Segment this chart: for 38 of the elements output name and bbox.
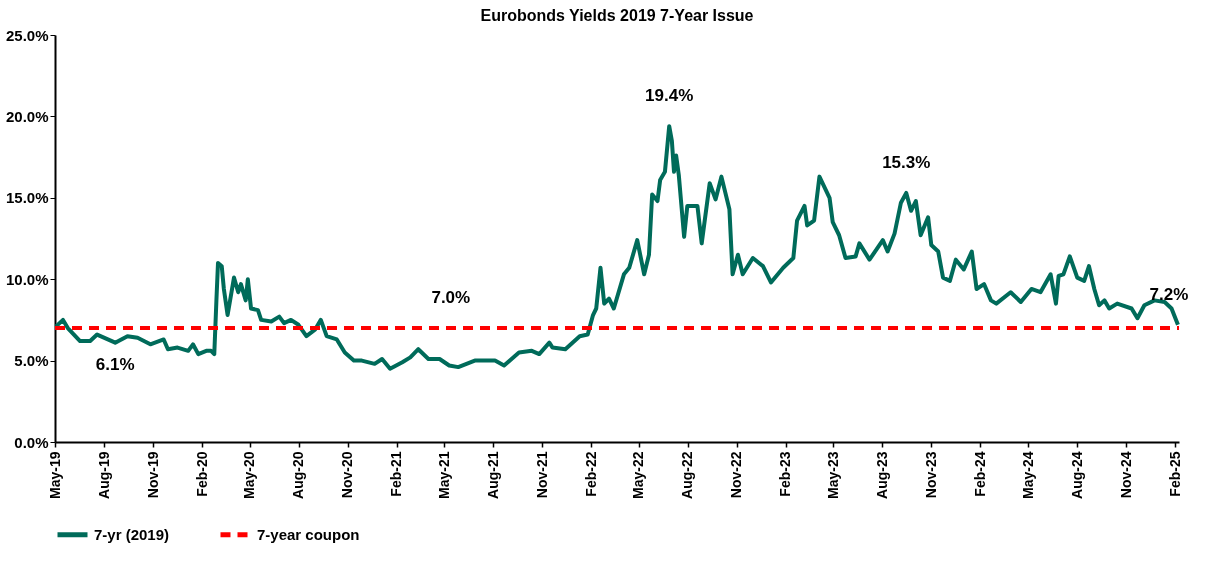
- x-tick-label: Aug-21: [484, 451, 501, 499]
- annotation: 6.1%: [95, 354, 135, 374]
- x-tick-label: Nov-20: [339, 451, 356, 499]
- chart-title: Eurobonds Yields 2019 7-Year Issue: [480, 7, 754, 24]
- x-tick-label: May-23: [824, 451, 841, 499]
- x-tick-label: Feb-21: [388, 451, 405, 497]
- x-tick-label: Nov-24: [1117, 451, 1134, 499]
- x-tick-label: Feb-24: [971, 451, 988, 497]
- x-tick-label: Feb-20: [193, 451, 210, 497]
- x-tick-label: Feb-22: [582, 451, 599, 497]
- annotation: 19.4%: [645, 86, 694, 106]
- y-tick-label: 10.0%: [5, 270, 49, 288]
- annotation: 7.0%: [431, 288, 471, 308]
- annotation: 7.2%: [1149, 284, 1189, 304]
- annotation: 15.3%: [882, 152, 931, 172]
- y-tick-label: 15.0%: [5, 189, 49, 207]
- x-tick-label: Feb-23: [777, 451, 794, 497]
- x-tick-label: May-19: [46, 451, 63, 499]
- x-tick-label: Aug-23: [873, 451, 890, 499]
- legend-label: 7-yr (2019): [94, 525, 170, 543]
- x-tick-label: Aug-22: [679, 451, 696, 499]
- x-tick-label: Aug-20: [290, 451, 307, 499]
- y-tick-label: 25.0%: [5, 26, 49, 44]
- y-tick-label: 0.0%: [14, 433, 49, 451]
- x-tick-label: Nov-22: [728, 451, 745, 499]
- x-tick-label: Nov-19: [144, 451, 161, 499]
- x-tick-label: Aug-24: [1068, 451, 1085, 499]
- x-tick-label: Nov-23: [922, 451, 939, 499]
- y-tick-label: 5.0%: [14, 352, 49, 370]
- legend-label: 7-year coupon: [257, 525, 360, 543]
- x-tick-label: May-21: [435, 451, 452, 499]
- x-tick-label: Nov-21: [533, 451, 550, 499]
- x-tick-label: May-22: [630, 451, 647, 499]
- x-tick-label: Aug-19: [95, 451, 112, 499]
- y-tick-label: 20.0%: [5, 107, 49, 125]
- x-tick-label: Feb-25: [1166, 451, 1183, 497]
- x-tick-label: May-20: [241, 451, 258, 499]
- x-tick-label: May-24: [1019, 451, 1036, 499]
